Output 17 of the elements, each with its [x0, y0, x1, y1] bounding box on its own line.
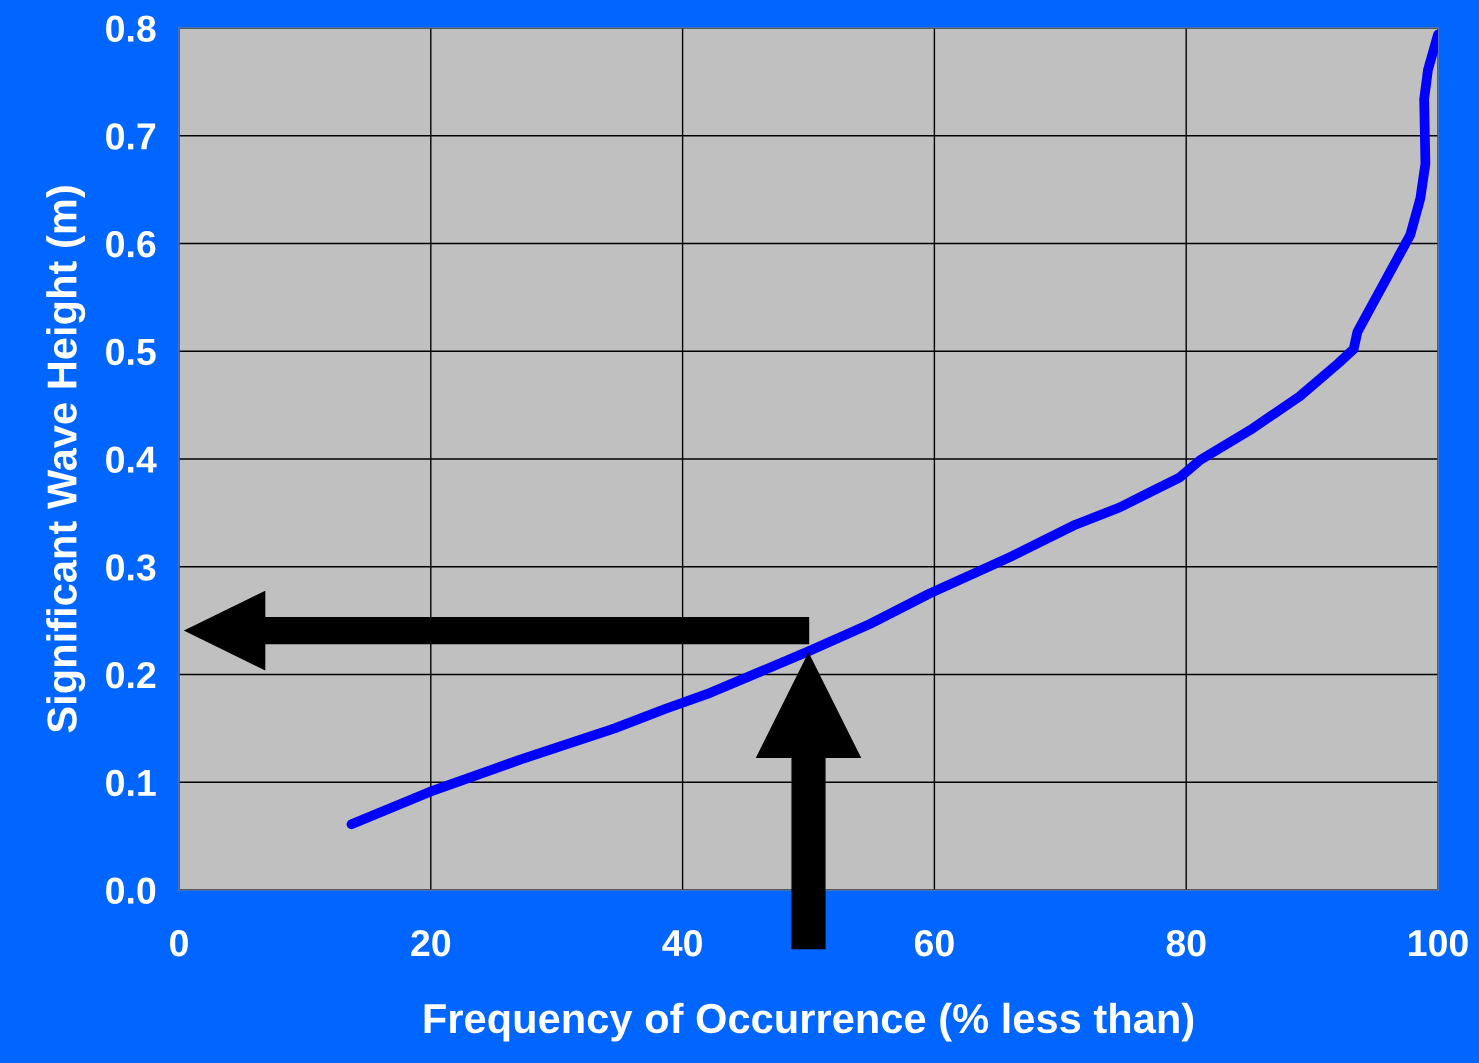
y-tick-label: 0.0 [106, 877, 156, 904]
y-tick-label: 0.5 [106, 338, 156, 366]
y-tick-label: 0.7 [106, 123, 156, 150]
x-tick-label: 60 [914, 929, 954, 957]
x-tick-label: 40 [662, 929, 702, 957]
y-tick-label: 0.2 [106, 661, 156, 689]
y-tick-label: 0.4 [106, 446, 157, 473]
y-tick-label: 0.1 [106, 769, 156, 797]
x-tick-label: 20 [411, 929, 451, 957]
x-tick-label: 80 [1166, 929, 1206, 957]
x-tick-label: 0 [170, 929, 188, 957]
y-tick-label: 0.6 [106, 230, 156, 258]
y-tick-label: 0.3 [106, 554, 156, 581]
x-axis-title: Frequency of Occurrence (% less than) [424, 1002, 1194, 1042]
x-tick-label: 100 [1409, 929, 1468, 957]
y-axis-title: Significant Wave Height (m) [46, 186, 86, 733]
y-tick-label: 0.8 [106, 15, 156, 42]
